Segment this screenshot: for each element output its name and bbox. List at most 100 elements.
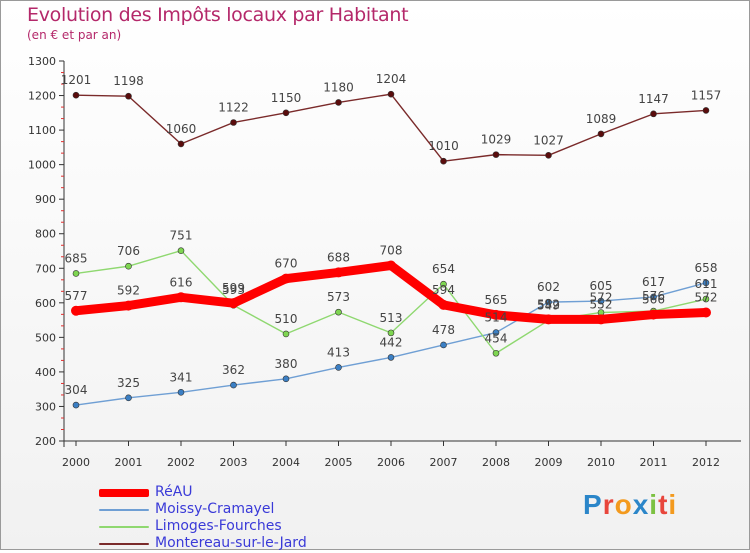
x-tick-label: 2000 <box>62 456 90 469</box>
data-point-r-au <box>176 292 186 303</box>
data-label-montereau-sur-le-jard: 1198 <box>113 74 144 88</box>
data-label-moissy-cramayel: 304 <box>65 383 88 397</box>
data-label-moissy-cramayel: 658 <box>695 261 718 275</box>
logo-letter: i <box>668 489 678 520</box>
legend-label: Montereau-sur-le-Jard <box>155 535 307 551</box>
data-point-moissy-cramayel <box>72 401 80 409</box>
data-label-moissy-cramayel: 341 <box>170 370 193 384</box>
y-tick-label: 500 <box>35 331 56 344</box>
legend: RéAU Moissy-Cramayel Limoges-Fourches Mo… <box>99 484 339 553</box>
data-label-montereau-sur-le-jard: 1010 <box>428 139 459 153</box>
data-point-moissy-cramayel <box>282 375 290 383</box>
data-label-moissy-cramayel: 605 <box>590 279 613 293</box>
data-point-r-au <box>438 299 449 310</box>
logo-letter: r <box>602 489 615 520</box>
data-label-moissy-cramayel: 514 <box>485 311 508 325</box>
data-point-limoges-fourches <box>387 329 395 337</box>
x-tick-label: 2012 <box>692 456 720 469</box>
data-point-r-au <box>491 309 501 320</box>
y-tick-label: 1000 <box>28 159 56 172</box>
data-label-r-au: 599 <box>222 281 245 295</box>
data-label-limoges-fourches: 654 <box>432 262 455 276</box>
x-tick-label: 2009 <box>535 456 563 469</box>
data-point-limoges-fourches <box>702 295 710 303</box>
data-label-moissy-cramayel: 413 <box>327 345 350 359</box>
data-label-moissy-cramayel: 617 <box>642 275 665 289</box>
y-tick-label: 200 <box>35 435 56 448</box>
data-label-montereau-sur-le-jard: 1157 <box>691 88 722 102</box>
data-label-montereau-sur-le-jard: 1060 <box>166 122 197 136</box>
y-tick-label: 400 <box>35 366 56 379</box>
data-label-r-au: 708 <box>380 244 403 258</box>
data-label-r-au: 552 <box>590 297 613 311</box>
data-label-montereau-sur-le-jard: 1180 <box>323 80 354 94</box>
data-point-moissy-cramayel <box>702 279 710 287</box>
legend-label: Moissy-Cramayel <box>155 501 275 517</box>
data-point-r-au <box>333 267 344 278</box>
data-point-montereau-sur-le-jard <box>597 130 605 138</box>
data-label-limoges-fourches: 593 <box>222 283 245 297</box>
data-label-moissy-cramayel: 325 <box>117 376 140 390</box>
y-tick-label: 600 <box>35 297 56 310</box>
data-label-r-au: 552 <box>537 297 560 311</box>
data-label-montereau-sur-le-jard: 1027 <box>533 133 564 147</box>
data-point-moissy-cramayel <box>492 329 500 336</box>
data-label-montereau-sur-le-jard: 1201 <box>61 73 92 87</box>
x-tick-label: 2004 <box>272 456 300 469</box>
data-label-limoges-fourches: 510 <box>275 312 298 326</box>
data-point-montereau-sur-le-jard <box>125 92 132 100</box>
y-tick-label: 700 <box>35 262 56 275</box>
data-point-r-au <box>281 273 291 284</box>
data-point-montereau-sur-le-jard <box>387 90 395 98</box>
logo-letter: i <box>649 489 659 520</box>
data-point-moissy-cramayel <box>650 293 657 301</box>
data-label-montereau-sur-le-jard: 1150 <box>271 91 302 105</box>
y-tick-label: 900 <box>35 193 56 206</box>
data-point-montereau-sur-le-jard <box>492 151 500 158</box>
legend-swatch <box>99 509 149 511</box>
x-tick-label: 2010 <box>587 456 615 469</box>
data-label-montereau-sur-le-jard: 1147 <box>638 92 669 106</box>
data-label-r-au: 670 <box>275 257 298 271</box>
data-label-limoges-fourches: 573 <box>327 290 350 304</box>
y-tick-label: 1100 <box>28 124 56 137</box>
data-point-r-au <box>596 314 606 325</box>
data-point-moissy-cramayel <box>177 388 185 396</box>
data-label-limoges-fourches: 751 <box>170 229 193 243</box>
data-label-r-au: 688 <box>327 250 350 264</box>
data-point-r-au <box>648 309 659 320</box>
x-tick-label: 2001 <box>115 456 143 469</box>
data-label-moissy-cramayel: 602 <box>537 280 560 294</box>
data-point-moissy-cramayel <box>545 298 552 306</box>
data-label-limoges-fourches: 513 <box>380 311 403 325</box>
data-point-r-au <box>543 314 554 325</box>
legend-item-moissy-cramayel: Moissy-Cramayel <box>99 501 339 519</box>
data-label-limoges-fourches: 454 <box>485 331 508 345</box>
y-tick-label: 1300 <box>28 55 56 68</box>
data-point-moissy-cramayel <box>387 354 395 361</box>
data-point-montereau-sur-le-jard <box>650 110 657 118</box>
data-label-limoges-fourches: 549 <box>537 298 560 312</box>
x-tick-label: 2007 <box>430 456 458 469</box>
data-label-limoges-fourches: 576 <box>642 289 665 303</box>
x-tick-label: 2005 <box>325 456 353 469</box>
data-point-montereau-sur-le-jard <box>177 140 185 148</box>
data-label-r-au: 566 <box>642 293 665 307</box>
data-point-moissy-cramayel <box>597 297 605 305</box>
data-point-limoges-fourches <box>72 270 80 277</box>
chart-title: Evolution des Impôts locaux par Habitant <box>27 4 409 26</box>
data-point-montereau-sur-le-jard <box>72 91 80 99</box>
data-point-limoges-fourches <box>335 308 342 316</box>
data-point-montereau-sur-le-jard <box>230 119 237 126</box>
legend-item-limoges-fourches: Limoges-Fourches <box>99 518 339 536</box>
data-label-r-au: 616 <box>170 275 193 289</box>
data-point-r-au <box>123 300 134 311</box>
data-label-r-au: 594 <box>432 283 455 297</box>
data-point-montereau-sur-le-jard <box>545 152 552 159</box>
data-label-montereau-sur-le-jard: 1089 <box>586 112 617 126</box>
logo-letter: t <box>658 489 669 520</box>
data-label-moissy-cramayel: 362 <box>222 363 245 377</box>
y-tick-label: 1200 <box>28 90 56 103</box>
